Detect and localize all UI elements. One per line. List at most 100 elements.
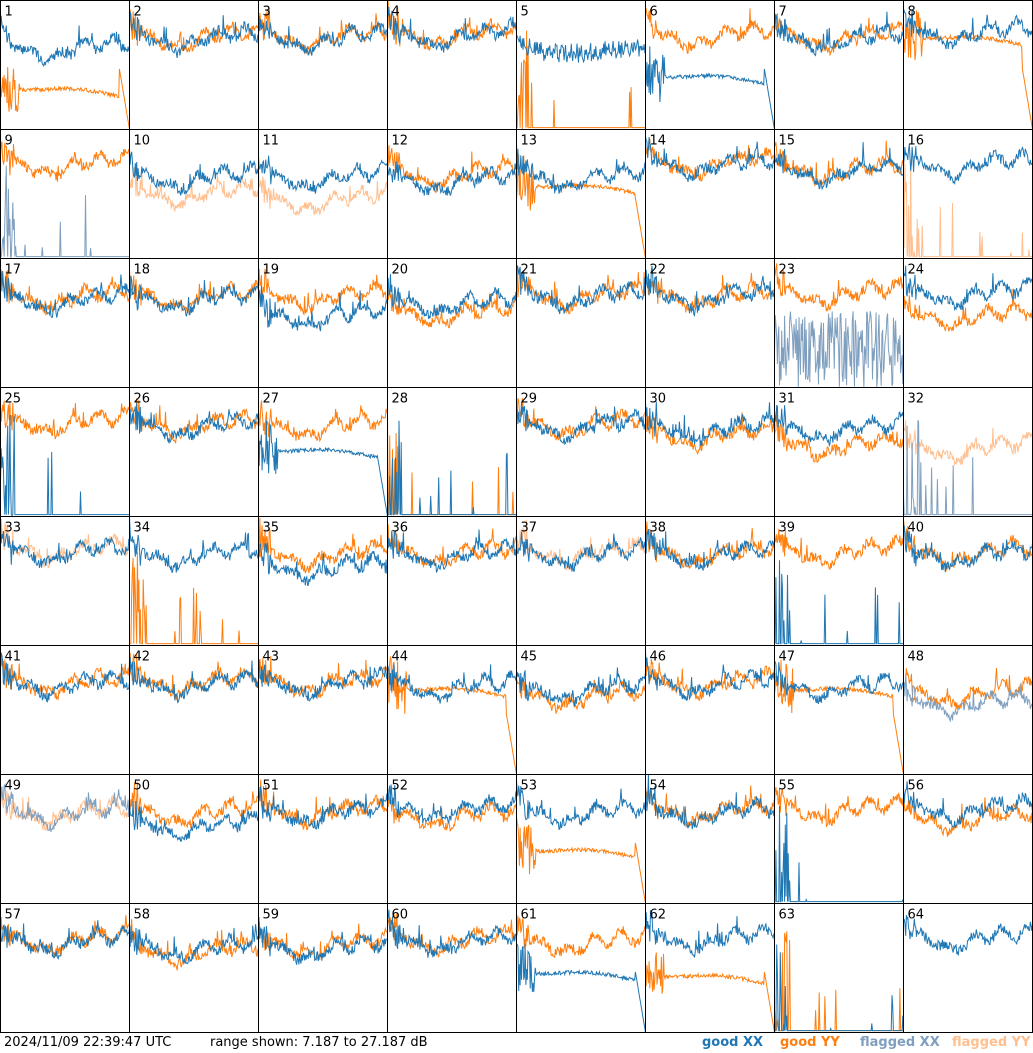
panel-15: 15 xyxy=(774,129,904,259)
xx-trace xyxy=(258,786,388,831)
xx-trace xyxy=(645,651,775,701)
xx-trace xyxy=(258,921,388,966)
panel-border xyxy=(258,258,388,388)
panel-57: 57 xyxy=(0,903,130,1033)
panel-traces xyxy=(0,652,130,703)
panel-9: 9 xyxy=(0,129,130,259)
xx-trace xyxy=(516,402,646,446)
yy-trace xyxy=(774,263,904,312)
panel-61: 61 xyxy=(516,903,646,1033)
panel-border xyxy=(129,258,259,388)
panel-traces xyxy=(774,931,904,1032)
panel-number: 7 xyxy=(779,5,787,20)
xx-trace xyxy=(774,805,904,903)
panel-traces xyxy=(645,265,775,317)
panel-26: 26 xyxy=(129,387,259,517)
panel-traces xyxy=(129,149,259,213)
timestamp-label: 2024/11/09 22:39:47 UTC xyxy=(4,1035,172,1050)
panel-border xyxy=(387,903,517,1033)
panel-traces xyxy=(516,667,646,715)
yy-trace xyxy=(0,67,130,130)
panel-number: 31 xyxy=(779,392,796,407)
panel-23: 23 xyxy=(774,258,904,388)
legend-good-xx: good XX xyxy=(702,1035,764,1050)
panel-number: 52 xyxy=(392,779,409,794)
xx-trace xyxy=(774,404,904,448)
yy-trace xyxy=(129,552,259,645)
panel-border xyxy=(774,129,904,259)
panel-42: 42 xyxy=(129,645,259,775)
xx-trace xyxy=(129,800,259,843)
xx-trace xyxy=(0,652,130,703)
panel-border xyxy=(774,516,904,646)
panel-59: 59 xyxy=(258,903,388,1033)
panel-border xyxy=(516,258,646,388)
panel-traces xyxy=(903,144,1033,258)
panel-number: 43 xyxy=(263,650,280,665)
panel-number: 14 xyxy=(650,134,667,149)
yy-trace xyxy=(129,918,259,971)
panel-border xyxy=(516,516,646,646)
panel-border xyxy=(903,645,1033,775)
panel-number: 35 xyxy=(263,521,280,536)
panel-33: 33 xyxy=(0,516,130,646)
panel-traces xyxy=(516,265,646,315)
panel-border xyxy=(516,645,646,775)
panel-border xyxy=(387,645,517,775)
panel-traces xyxy=(387,416,517,516)
panel-border xyxy=(903,774,1033,904)
xx-trace xyxy=(774,311,904,388)
xx-trace xyxy=(0,165,130,258)
panel-traces xyxy=(129,516,259,645)
panel-traces xyxy=(129,781,259,843)
panel-border xyxy=(645,903,775,1033)
panel-31: 31 xyxy=(774,387,904,517)
panel-number: 19 xyxy=(263,263,280,278)
xx-trace xyxy=(387,420,517,516)
panel-number: 6 xyxy=(650,5,658,20)
yy-trace xyxy=(387,416,517,516)
panel-51: 51 xyxy=(258,774,388,904)
yy-trace xyxy=(903,420,1033,467)
panel-traces xyxy=(903,265,1033,332)
panel-border xyxy=(645,258,775,388)
panel-number: 38 xyxy=(650,521,667,536)
panel-number: 17 xyxy=(5,263,22,278)
yy-trace xyxy=(387,1,517,52)
panel-traces xyxy=(0,783,130,832)
xx-trace xyxy=(645,528,775,571)
yy-trace xyxy=(903,9,1033,130)
panel-number: 45 xyxy=(521,650,538,665)
xx-trace xyxy=(645,910,775,958)
panel-45: 45 xyxy=(516,645,646,775)
xx-trace xyxy=(258,659,388,702)
yy-trace xyxy=(774,787,904,828)
panel-39: 39 xyxy=(774,516,904,646)
panel-border xyxy=(645,774,775,904)
panel-traces xyxy=(258,400,388,517)
panel-number: 60 xyxy=(392,908,409,923)
panel-number: 46 xyxy=(650,650,667,665)
panel-traces xyxy=(516,519,646,572)
panel-49: 49 xyxy=(0,774,130,904)
yy-trace xyxy=(387,655,517,775)
panel-border xyxy=(0,387,130,517)
panel-number: 22 xyxy=(650,263,667,278)
panel-border xyxy=(903,903,1033,1033)
panel-traces xyxy=(645,651,775,701)
yy-trace xyxy=(903,158,1033,258)
panel-border xyxy=(258,903,388,1033)
panel-border xyxy=(129,129,259,259)
panel-border xyxy=(387,0,517,130)
panel-traces xyxy=(516,397,646,446)
panel-8: 8 xyxy=(903,0,1033,130)
panel-traces xyxy=(387,784,517,832)
panel-62: 62 xyxy=(645,903,775,1033)
panel-52: 52 xyxy=(387,774,517,904)
yy-trace xyxy=(258,7,388,55)
panel-number: 29 xyxy=(521,392,538,407)
xx-trace xyxy=(774,661,904,705)
yy-trace xyxy=(387,285,517,329)
panel-number: 11 xyxy=(263,134,280,149)
panel-number: 5 xyxy=(521,5,529,20)
